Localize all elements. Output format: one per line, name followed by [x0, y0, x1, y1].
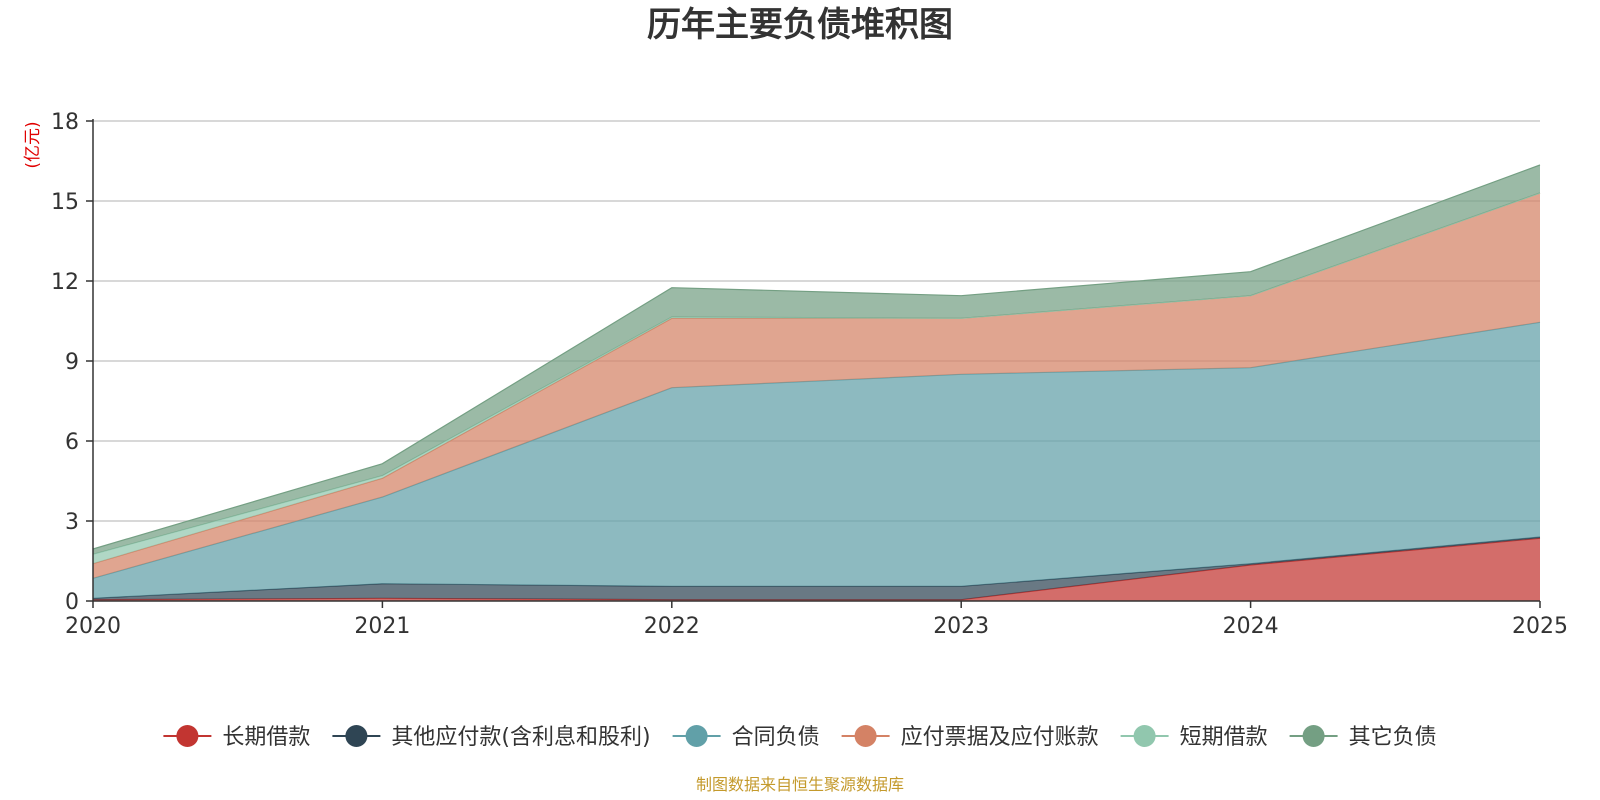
- y-tick-label: 12: [51, 270, 79, 295]
- legend-label: 短期借款: [1180, 725, 1268, 750]
- area-series-group: [92, 164, 1541, 601]
- legend[interactable]: 长期借款 其他应付款(含利息和股利) 合同负债 应付票据及应付账款 短期借款 其它负债: [163, 725, 1437, 750]
- legend-item[interactable]: 其他应付款(含利息和股利): [332, 725, 651, 750]
- y-tick-label: 3: [65, 510, 79, 535]
- legend-label: 应付票据及应付账款: [901, 725, 1099, 750]
- x-tick-label: 2020: [65, 614, 121, 639]
- y-tick-label: 9: [65, 350, 79, 375]
- legend-item[interactable]: 应付票据及应付账款: [841, 725, 1099, 750]
- legend-item[interactable]: 合同负债: [672, 725, 820, 750]
- legend-label: 其他应付款(含利息和股利): [391, 725, 650, 750]
- data-source-note: 制图数据来自恒生聚源数据库: [696, 775, 904, 794]
- legend-item[interactable]: 长期借款: [163, 725, 310, 750]
- legend-marker: [176, 725, 199, 747]
- x-tick-label: 2021: [354, 614, 410, 639]
- legend-marker: [1302, 725, 1325, 747]
- chart-title: 历年主要负债堆积图: [647, 5, 953, 45]
- y-tick-label: 6: [65, 430, 79, 455]
- legend-item[interactable]: 短期借款: [1120, 725, 1268, 750]
- axes: 0 3 6 9 12 15 18 2020 2021 2022 2023 2024 2025: [51, 110, 1568, 639]
- legend-marker: [854, 725, 877, 747]
- legend-label: 合同负债: [732, 725, 820, 750]
- x-tick-label: 2025: [1512, 614, 1568, 639]
- x-tick-label: 2023: [933, 614, 989, 639]
- area-series-0: [93, 538, 1540, 601]
- area-series-2: [93, 322, 1540, 599]
- legend-label: 其它负债: [1349, 725, 1437, 750]
- legend-label: 长期借款: [222, 725, 310, 750]
- area-series-1: [93, 537, 1540, 600]
- legend-marker: [1133, 725, 1156, 747]
- legend-item[interactable]: 其它负债: [1289, 725, 1437, 750]
- y-tick-label: 18: [51, 110, 79, 135]
- legend-marker: [685, 725, 708, 747]
- y-tick-label: 0: [65, 590, 79, 615]
- legend-marker: [345, 725, 368, 747]
- x-tick-label: 2024: [1223, 614, 1279, 639]
- y-tick-label: 15: [51, 190, 79, 215]
- y-axis-unit-label: (亿元): [23, 121, 43, 168]
- x-tick-label: 2022: [644, 614, 700, 639]
- area-series-line-5: [92, 164, 1541, 550]
